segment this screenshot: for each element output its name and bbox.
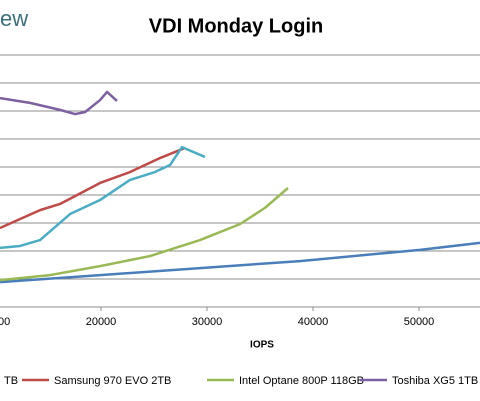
x-tick-label: 10000 [0, 316, 10, 328]
x-tick-label: 20000 [86, 316, 117, 328]
series-line [0, 145, 206, 250]
x-tick-label: 50000 [404, 316, 435, 328]
legend-label: Intel Optane 800P 118GB [239, 375, 364, 387]
series-line [0, 90, 118, 116]
x-tick-label: 40000 [298, 316, 329, 328]
series-line [0, 146, 186, 230]
series-line [0, 241, 480, 284]
logo: ew [0, 6, 28, 31]
legend-label: Samsung 970 EVO 2TB [54, 375, 171, 387]
legend-label: Toshiba XG5 1TB [392, 375, 478, 387]
x-tick-label: 30000 [192, 316, 223, 328]
legend-label: TB [4, 375, 18, 387]
series-line [0, 187, 289, 282]
x-axis-label: IOPS [250, 340, 274, 351]
chart-title: VDI Monday Login [149, 15, 323, 37]
